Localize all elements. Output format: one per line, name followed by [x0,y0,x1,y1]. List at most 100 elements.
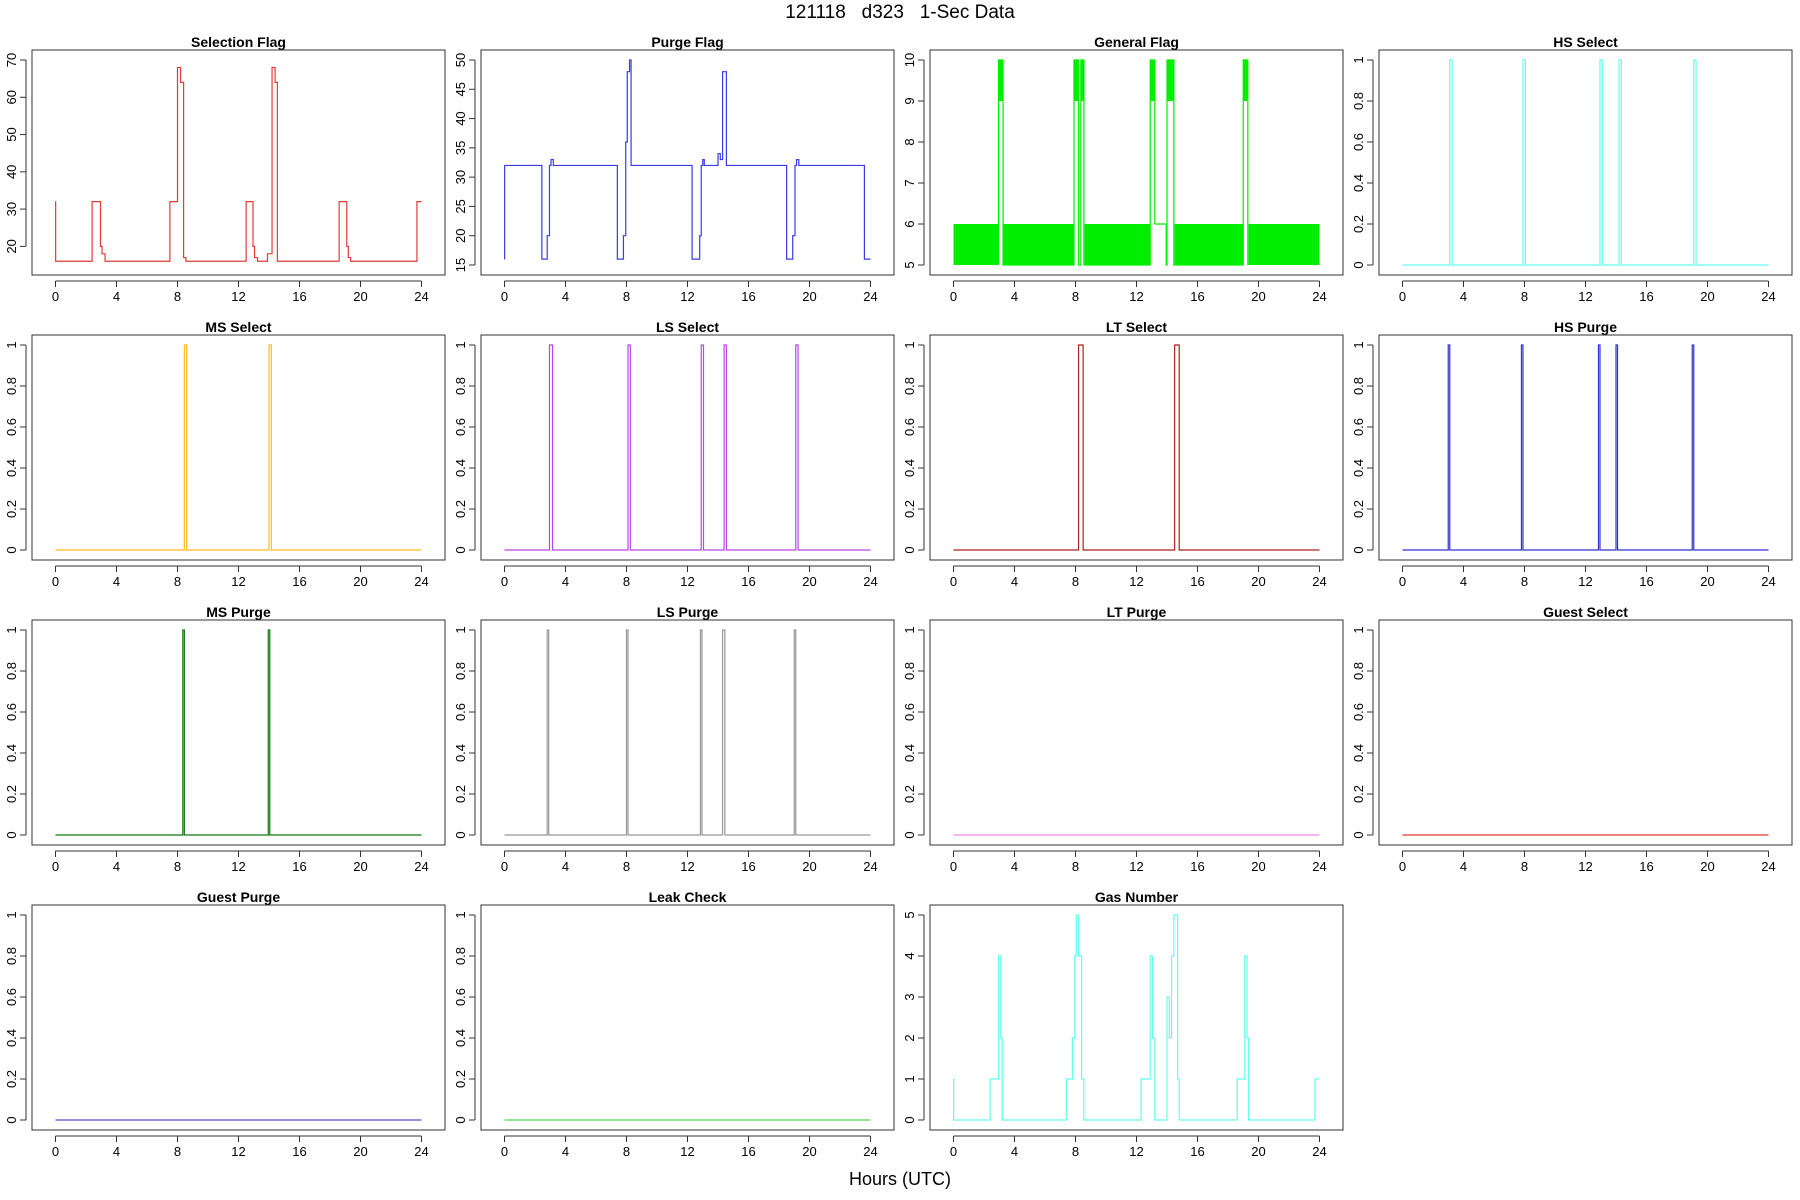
y-tick-label: 0.2 [4,500,19,518]
x-tick-label: 16 [1639,859,1653,874]
y-tick-label: 1 [4,341,19,348]
y-tick-label: 0.4 [453,1029,468,1047]
chart-title: LT Purge [1107,604,1167,620]
y-tick-label: 0.6 [902,703,917,721]
band-9 [1167,60,1174,101]
x-tick-label: 24 [1761,289,1775,304]
y-tick-label: 0.6 [4,988,19,1006]
x-tick-label: 16 [292,289,306,304]
y-tick-label: 50 [4,127,19,141]
x-tick-label: 16 [1190,859,1204,874]
chart-panel-6: LT Select 0 4 8 12 16 20 24 0 0.2 0.4 0.6 0.8 1 [902,319,1344,589]
y-tick-label: 7 [902,179,917,186]
x-tick-label: 12 [680,859,694,874]
y-tick-label: 4 [902,952,917,959]
x-tick-label: 8 [174,574,181,589]
x-tick-label: 4 [562,1144,569,1159]
x-tick-label: 20 [1251,859,1265,874]
band-8 [1150,60,1155,101]
x-tick-label: 0 [950,859,957,874]
x-tick-label: 8 [623,574,630,589]
x-tick-label: 4 [1011,574,1018,589]
x-tick-label: 0 [501,1144,508,1159]
x-tick-label: 12 [231,859,245,874]
series-line-0 [953,344,1320,551]
x-tick-label: 12 [231,574,245,589]
x-tick-label: 20 [353,289,367,304]
y-tick-label: 0 [902,831,917,838]
x-tick-label: 20 [1251,289,1265,304]
chart-panel-2: General Flag 0 4 8 12 16 20 24 5 6 7 8 9 10 [902,34,1344,304]
y-tick-label: 15 [453,258,468,272]
x-tick-label: 24 [863,859,877,874]
x-tick-label: 8 [623,859,630,874]
chart-title: LS Select [656,319,719,335]
x-tick-label: 16 [1639,289,1653,304]
x-tick-label: 16 [1190,289,1204,304]
chart-panel-5: LS Select 0 4 8 12 16 20 24 0 0.2 0.4 0.6 0.8 1 [453,319,895,589]
chart-title: Gas Number [1095,889,1179,905]
chart-title: LT Select [1106,319,1168,335]
y-tick-label: 0.4 [1351,744,1366,762]
x-tick-label: 0 [52,1144,59,1159]
x-tick-label: 16 [741,1144,755,1159]
y-tick-label: 0 [1351,831,1366,838]
plot-frame [480,49,895,276]
x-tick-label: 12 [1578,574,1592,589]
x-tick-label: 16 [292,1144,306,1159]
chart-title: LS Purge [657,604,719,620]
x-tick-label: 4 [1011,289,1018,304]
y-tick-label: 6 [902,220,917,227]
x-tick-label: 8 [623,289,630,304]
series-line-0 [1402,344,1769,551]
x-tick-label: 24 [863,574,877,589]
y-tick-label: 0.4 [453,744,468,762]
y-tick-label: 0.8 [1351,662,1366,680]
band-0 [953,224,999,265]
y-tick-label: 3 [902,993,917,1000]
y-tick-label: 0.4 [453,459,468,477]
x-tick-label: 20 [353,859,367,874]
y-tick-label: 70 [4,53,19,67]
chart-title: Guest Select [1543,604,1628,620]
x-tick-label: 0 [501,289,508,304]
plot-frame [929,904,1344,1131]
x-tick-label: 0 [52,289,59,304]
y-tick-label: 1 [902,626,917,633]
y-tick-label: 0 [902,546,917,553]
x-tick-label: 20 [802,574,816,589]
y-tick-label: 0 [1351,261,1366,268]
series-line-0 [997,59,1249,266]
x-tick-label: 0 [501,574,508,589]
x-tick-label: 12 [680,1144,694,1159]
y-tick-label: 5 [902,911,917,918]
series-line-0 [55,66,422,262]
chart-panel-7: HS Purge 0 4 8 12 16 20 24 0 0.2 0.4 0.6 0.8 1 [1351,319,1793,589]
plot-frame [929,619,1344,846]
y-tick-label: 40 [453,111,468,125]
x-tick-label: 8 [1521,289,1528,304]
x-tick-label: 4 [1460,289,1467,304]
y-tick-label: 0.6 [1351,418,1366,436]
x-tick-label: 0 [52,859,59,874]
x-tick-label: 0 [52,574,59,589]
y-tick-label: 0.6 [1351,703,1366,721]
y-tick-label: 0.8 [902,377,917,395]
y-tick-label: 60 [4,90,19,104]
x-tick-label: 12 [231,1144,245,1159]
y-tick-label: 0.2 [1351,785,1366,803]
chart-panel-3: HS Select 0 4 8 12 16 20 24 0 0.2 0.4 0.6 0.8 1 [1351,34,1793,304]
band-10 [1243,60,1248,101]
x-tick-label: 24 [414,574,428,589]
x-tick-label: 20 [353,1144,367,1159]
y-tick-label: 0.8 [4,377,19,395]
x-tick-label: 4 [562,859,569,874]
plot-frame [480,334,895,561]
y-tick-label: 0 [453,1116,468,1123]
y-tick-label: 35 [453,141,468,155]
x-tick-label: 16 [741,289,755,304]
x-tick-label: 12 [680,289,694,304]
y-tick-label: 0.8 [4,662,19,680]
y-tick-label: 0.8 [453,947,468,965]
